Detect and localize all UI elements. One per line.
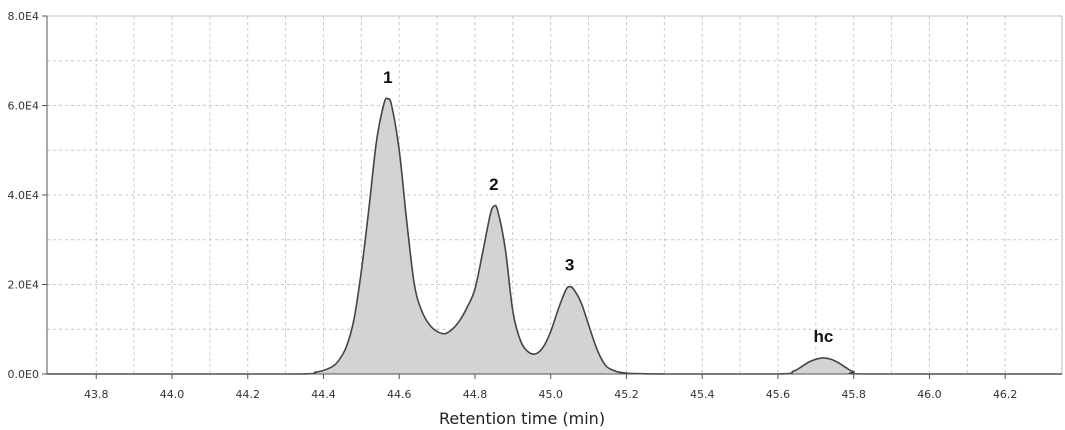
peak-label: 2 xyxy=(489,175,498,194)
x-tick-label: 44.8 xyxy=(463,388,488,401)
x-tick-label: 46.2 xyxy=(993,388,1018,401)
x-tick-label: 45.4 xyxy=(690,388,715,401)
x-tick-label: 44.2 xyxy=(235,388,260,401)
y-tick-label: 8.0E4 xyxy=(8,10,39,23)
y-tick-label: 0.0E0 xyxy=(8,368,39,381)
y-tick-label: 6.0E4 xyxy=(8,100,39,113)
x-tick-label: 45.6 xyxy=(766,388,791,401)
series-layer xyxy=(46,97,1063,375)
peak-label: hc xyxy=(813,327,833,346)
peak-label: 3 xyxy=(565,256,574,275)
x-tick-label: 45.2 xyxy=(614,388,639,401)
x-tick-label: 46.0 xyxy=(917,388,942,401)
x-tick-label: 44.4 xyxy=(311,388,336,401)
series-line xyxy=(46,97,1063,375)
x-tick-label: 44.6 xyxy=(387,388,412,401)
x-tick-label: 45.0 xyxy=(538,388,563,401)
y-tick-label: 2.0E4 xyxy=(8,279,39,292)
peak-label: 1 xyxy=(383,68,392,87)
x-tick-label: 45.8 xyxy=(841,388,866,401)
labels-layer: 1 2 3 hc xyxy=(383,68,833,346)
x-tick-label: 44.0 xyxy=(160,388,185,401)
x-tick-label: 43.8 xyxy=(84,388,109,401)
x-axis-title: Retention time (min) xyxy=(439,409,605,428)
axes-layer: 43.8 44.0 44.2 44.4 44.6 44.8 45.0 45.2 45.4 45.6… xyxy=(8,10,1062,401)
grid-layer xyxy=(46,15,1063,375)
y-tick-label: 4.0E4 xyxy=(8,189,39,202)
